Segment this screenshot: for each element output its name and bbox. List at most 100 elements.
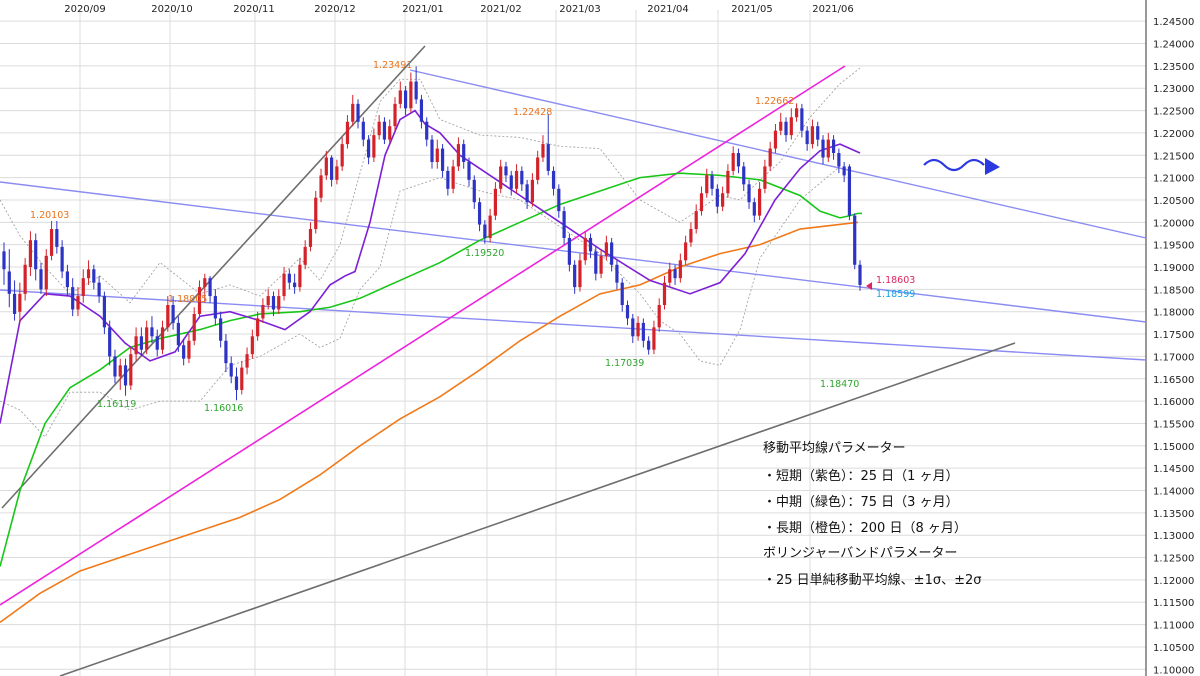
candle-body — [97, 282, 101, 297]
candle-body — [493, 188, 498, 216]
candle-body — [657, 305, 661, 328]
candle-body — [18, 293, 22, 312]
y-tick-label: 1.15500 — [1153, 419, 1194, 430]
candle-body — [166, 305, 170, 328]
trendline-gray-lower — [59, 342, 1016, 676]
candle-body — [662, 282, 667, 306]
candle-body — [847, 166, 852, 216]
y-tick-label: 1.17000 — [1153, 352, 1194, 363]
candle-body — [551, 170, 556, 189]
candle-body — [60, 246, 64, 272]
y-tick-label: 1.23500 — [1153, 62, 1194, 73]
y-tick-label: 1.10500 — [1153, 643, 1194, 654]
candle-body — [261, 305, 265, 319]
candle-body — [266, 296, 270, 306]
moving-average-line — [0, 221, 859, 624]
x-tick-label: 2020/09 — [64, 4, 106, 15]
x-tick-label: 2020/12 — [314, 4, 356, 15]
candle-body — [414, 81, 418, 100]
candle-body — [430, 139, 434, 162]
candle-body — [652, 327, 656, 350]
candle-body — [308, 229, 313, 247]
candle-body — [805, 130, 809, 145]
x-tick-label: 2021/01 — [402, 4, 444, 15]
candle-body — [92, 269, 96, 283]
candle-body — [234, 376, 239, 390]
candle-body — [356, 103, 360, 122]
y-tick-label: 1.24000 — [1153, 40, 1194, 51]
candle-body — [330, 157, 334, 180]
candle-body — [150, 327, 154, 337]
candle-body — [710, 175, 714, 189]
candle-body — [641, 322, 645, 341]
candle-body — [858, 264, 862, 285]
candle-body — [55, 229, 59, 247]
trendline-magenta — [0, 65, 846, 606]
price-label: 1.17039 — [605, 358, 644, 369]
arrow-head-icon — [985, 158, 1000, 175]
candle-body — [192, 313, 196, 341]
candle-body — [197, 287, 202, 314]
candle-body — [731, 153, 735, 171]
x-tick-label: 2021/04 — [647, 4, 689, 15]
candle-body — [293, 282, 297, 288]
candle-body — [784, 121, 788, 136]
bollinger-band-line — [0, 166, 841, 438]
candle-body — [557, 188, 561, 212]
candle-body — [541, 144, 545, 158]
price-label: 1.18603 — [876, 275, 915, 286]
candle-body — [816, 126, 820, 140]
candle-body — [573, 264, 577, 288]
price-label: 1.22428 — [513, 107, 552, 118]
candle-body — [129, 354, 133, 386]
price-label: 1.16016 — [204, 403, 243, 414]
candle-body — [134, 336, 138, 355]
candle-body — [721, 193, 725, 207]
candle-body — [271, 296, 276, 310]
candle-body — [842, 166, 846, 176]
candle-body — [853, 215, 857, 265]
candle-body — [477, 202, 482, 225]
candle-body — [403, 90, 408, 109]
candle-body — [340, 144, 344, 167]
candle-body — [282, 273, 286, 297]
moving-average-line — [0, 172, 862, 567]
y-tick-label: 1.10000 — [1153, 665, 1194, 676]
candle-body — [837, 153, 841, 167]
y-tick-label: 1.14000 — [1153, 487, 1194, 498]
price-label: 1.23491 — [373, 60, 412, 71]
candle-body — [102, 296, 106, 328]
moving-average-line — [0, 109, 861, 424]
candle-body — [398, 90, 402, 104]
candle-body — [509, 175, 513, 189]
candle-body — [219, 318, 223, 341]
candle-body — [715, 188, 719, 207]
y-tick-label: 1.22500 — [1153, 107, 1194, 118]
candle-body — [81, 278, 85, 297]
candle-body — [324, 157, 328, 176]
candle-body — [12, 293, 17, 314]
y-tick-label: 1.18000 — [1153, 308, 1194, 319]
candle-body — [763, 166, 767, 189]
candle-body — [610, 242, 614, 265]
wavy-arrow-icon — [923, 158, 985, 172]
candle-body — [298, 264, 302, 288]
price-label: 1.18470 — [820, 379, 859, 390]
candle-body — [388, 126, 392, 140]
y-tick-label: 1.15000 — [1153, 442, 1194, 453]
candle-body — [536, 157, 540, 180]
candle-body — [562, 211, 566, 238]
candle-body — [86, 269, 91, 279]
trendline-blue-upper — [0, 181, 1147, 323]
price-label: 1.18805 — [168, 294, 207, 305]
candle-body — [366, 139, 371, 158]
candle-body — [440, 148, 445, 171]
candle-body — [742, 166, 746, 185]
candle-body — [578, 260, 582, 288]
candle-body — [647, 340, 651, 350]
price-label: 1.22662 — [755, 96, 794, 107]
candle-body — [108, 327, 112, 357]
candle-body — [530, 179, 534, 203]
y-tick-label: 1.21500 — [1153, 151, 1194, 162]
candle-body — [160, 327, 165, 350]
